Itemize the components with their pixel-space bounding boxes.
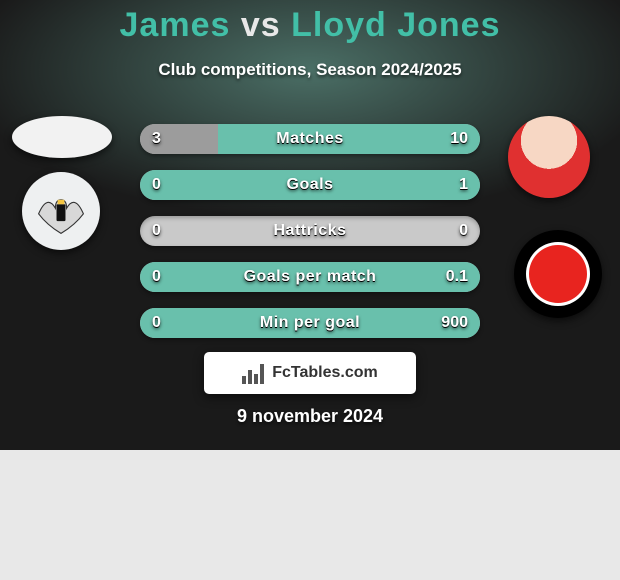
brand-label: FcTables.com [272,364,378,382]
stat-value-right: 0 [459,216,468,246]
stat-seg-right [218,124,480,154]
title-player1: James [120,6,231,44]
stats-bars: Matches310 Goals01 Hattricks0 0 Goals per ma… [140,124,480,354]
date-label: 9 november 2024 [0,406,620,427]
stat-seg-right [140,308,480,338]
stat-seg-right [140,170,480,200]
club-badge-icon [526,242,590,306]
subtitle: Club competitions, Season 2024/2025 [0,60,620,80]
stat-row: Min per goal0900 [140,308,480,338]
brand-box[interactable]: FcTables.com [204,352,416,394]
comparison-panel: James vs Lloyd Jones Club competitions, … [0,0,620,450]
stat-seg-right [140,262,480,292]
page-title: James vs Lloyd Jones [0,6,620,45]
title-vs: vs [230,6,291,44]
stat-row: Matches310 [140,124,480,154]
player2-avatar [508,116,590,198]
crest-icon [33,183,89,239]
stat-row: Goals01 [140,170,480,200]
player2-club-badge [514,230,602,318]
stat-value-left: 0 [152,216,161,246]
player1-avatar [12,116,112,158]
player1-club-badge [22,172,100,250]
stat-row: Goals per match00.1 [140,262,480,292]
title-player2: Lloyd Jones [291,6,500,44]
stat-row: Hattricks0 0 [140,216,480,246]
stat-seg-left [140,124,218,154]
stat-label: Hattricks [140,216,480,246]
bar-chart-icon [242,362,266,384]
